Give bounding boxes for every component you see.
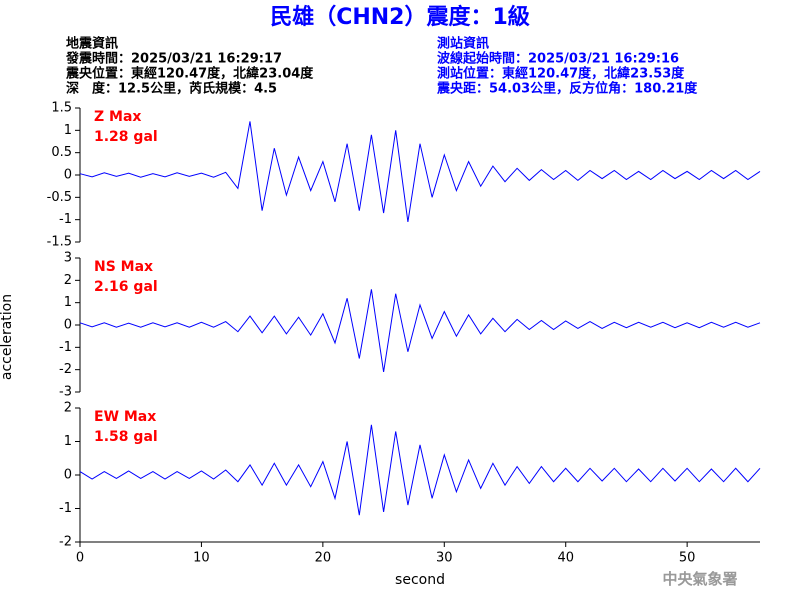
y-tick-label: 1 (64, 295, 72, 310)
y-tick-label: 3 (64, 251, 72, 266)
max-label: EW Max (94, 409, 156, 425)
y-tick-label: 2 (64, 273, 72, 288)
y-tick-label: -1 (59, 340, 72, 355)
info-line: 測站資訊 (437, 36, 489, 52)
x-axis-label: second (395, 572, 445, 588)
info-line: 發震時間：2025/03/21 16:29:17 (65, 51, 282, 67)
x-tick-label: 10 (193, 551, 210, 566)
info-line: 測站位置：東經120.47度，北緯23.53度 (437, 66, 685, 82)
x-tick-label: 50 (679, 551, 696, 566)
y-tick-label: -1.5 (47, 235, 72, 250)
x-tick-label: 20 (315, 551, 332, 566)
footer: 中央氣象署 (662, 570, 737, 588)
info-line: 震央位置：東經120.47度，北緯23.04度 (65, 66, 314, 82)
max-label: 1.28 gal (94, 129, 158, 145)
y-axis-label: acceleration (0, 294, 15, 380)
info-line: 地震資訊 (66, 36, 118, 52)
waveform (79, 424, 761, 516)
max-label: Z Max (94, 109, 141, 125)
waveform (79, 289, 761, 372)
max-label: 1.58 gal (94, 429, 158, 445)
x-tick-label: 30 (436, 551, 453, 566)
y-tick-label: 0.5 (51, 145, 72, 160)
x-tick-label: 40 (557, 551, 574, 566)
max-label: 2.16 gal (94, 279, 158, 295)
y-tick-label: 1 (64, 434, 72, 449)
y-tick-label: 0 (64, 468, 72, 483)
y-tick-label: -2 (59, 362, 72, 377)
waveform (79, 121, 761, 222)
y-tick-label: 1 (64, 123, 72, 138)
max-label: NS Max (94, 259, 153, 275)
y-tick-label: -0.5 (47, 190, 72, 205)
y-tick-label: 2 (64, 401, 72, 416)
y-tick-label: 0 (64, 168, 72, 183)
y-tick-label: -2 (59, 535, 72, 550)
info-line: 波線起始時間：2025/03/21 16:29:16 (437, 51, 679, 67)
y-tick-label: -3 (59, 385, 72, 400)
info-line: 深 度：12.5公里，芮氏規模：4.5 (66, 81, 277, 97)
y-tick-label: 0 (64, 318, 72, 333)
info-line: 震央距：54.03公里，反方位角：180.21度 (436, 81, 698, 97)
y-tick-label: 1.5 (51, 101, 72, 116)
chart-title: 民雄（CHN2）震度：1級 (270, 4, 530, 30)
y-tick-label: -1 (59, 501, 72, 516)
x-tick-label: 0 (76, 551, 84, 566)
y-tick-label: -1 (59, 212, 72, 227)
